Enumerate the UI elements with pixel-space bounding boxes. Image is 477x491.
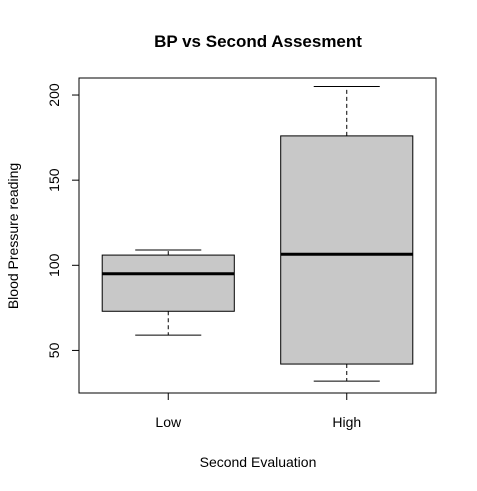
box-low: [101, 249, 235, 336]
box-high: [280, 86, 414, 382]
x-axis-label: Second Evaluation: [200, 454, 317, 470]
x-axis: Low High: [155, 393, 361, 430]
chart-title: BP vs Second Assesment: [154, 32, 362, 51]
box-series: [101, 86, 414, 382]
y-axis-label: Blood Pressure reading: [5, 163, 21, 309]
y-tick-label: 150: [46, 168, 62, 192]
y-tick-label: 200: [46, 83, 62, 107]
y-tick-label: 100: [46, 253, 62, 277]
iqr-box: [280, 135, 414, 365]
x-tick-label: High: [332, 414, 361, 430]
y-tick-label: 50: [46, 342, 62, 358]
y-axis: 50 100 150 200: [46, 83, 80, 358]
x-tick-label: Low: [155, 414, 182, 430]
iqr-box: [101, 254, 235, 312]
